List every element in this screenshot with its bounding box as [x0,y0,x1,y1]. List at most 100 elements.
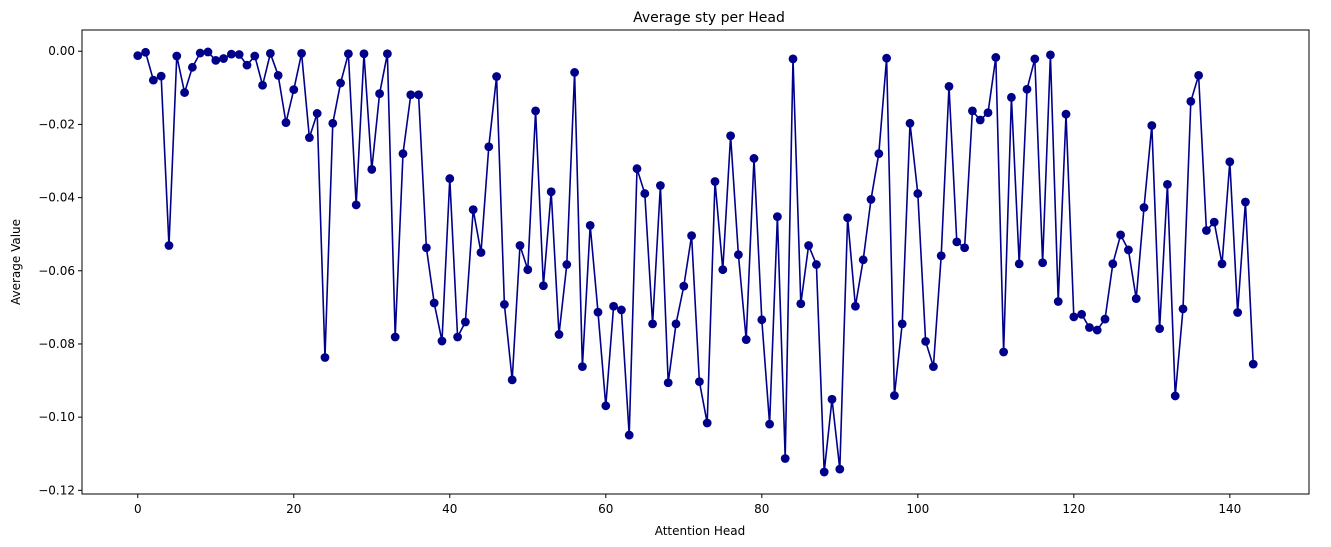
data-point [531,106,540,116]
data-point [1186,96,1196,106]
data-point [382,49,392,59]
data-point [203,47,213,57]
data-point [1241,197,1250,207]
data-point [242,60,252,70]
data-point [359,49,369,59]
data-point [609,301,618,311]
data-point [788,54,798,64]
data-point [624,430,634,440]
data-point [351,200,361,210]
data-point [562,260,572,269]
data-point [1077,309,1087,319]
x-tick-label: 100 [906,502,929,516]
data-point [1163,180,1172,189]
data-point [421,243,431,253]
data-point [1014,259,1024,269]
data-point [406,90,416,100]
data-point [741,335,751,344]
data-point [1147,121,1157,130]
data-point [1202,226,1211,235]
data-point [507,375,517,385]
data-point [476,248,486,257]
data-point [1069,312,1079,322]
data-point [258,80,267,90]
data-point [929,362,938,372]
data-point [1170,391,1180,401]
data-point [765,419,775,429]
data-point [297,49,306,58]
data-point [796,299,806,309]
data-point [226,49,236,59]
data-point [336,78,345,88]
data-point [468,205,478,215]
data-point [437,336,447,346]
data-point [1233,308,1243,317]
data-point [180,88,189,97]
data-point [773,212,782,222]
data-point [453,332,462,342]
data-point [281,118,291,127]
data-point [1092,325,1102,335]
data-point [944,81,954,91]
data-point [289,85,299,95]
data-point [1217,259,1227,269]
data-point [1061,109,1071,119]
data-point [601,401,611,411]
data-point [780,454,790,463]
data-point [1116,230,1126,240]
data-point [890,391,899,400]
data-point [897,319,907,329]
data-point [991,53,1001,62]
y-tick-label: −0.06 [38,264,75,278]
chart-title: Average sty per Head [633,10,785,26]
data-point [1225,157,1235,167]
x-tick-label: 120 [1062,502,1085,516]
data-point [1194,70,1204,80]
y-tick-label: −0.08 [38,337,75,351]
data-point [390,332,400,342]
data-point [546,187,556,197]
data-point [851,301,860,311]
x-axis-label: Attention Head [655,524,746,538]
data-point [632,164,642,174]
data-point [133,51,143,61]
data-point [570,68,579,77]
series-line [137,50,1255,473]
data-point [414,90,423,100]
x-tick-label: 80 [754,502,769,516]
data-point [141,47,150,57]
data-point [250,51,260,61]
data-point [367,165,377,174]
data-point [874,149,884,159]
data-point [1124,245,1133,255]
y-tick-label: −0.04 [38,191,75,205]
data-point [952,237,962,247]
data-point [554,330,564,339]
data-point [616,305,626,315]
data-point [1007,92,1016,102]
data-point [866,195,876,204]
data-point [921,337,931,346]
data-point [304,133,314,142]
data-point [1139,203,1149,212]
data-point [663,378,673,388]
data-point [328,118,338,128]
x-axis: 0 20 40 60 80 100 120 140 [134,494,1241,516]
y-axis-label: Average Value [9,219,23,305]
data-point [445,174,455,183]
data-point [156,71,166,81]
data-point [726,131,736,141]
data-point [1022,84,1032,94]
data-point [648,319,657,329]
data-point [460,317,470,327]
x-tick-label: 20 [286,502,301,516]
data-point [211,55,221,65]
data-point [577,362,587,372]
data-point [429,298,439,308]
data-point [1053,297,1063,306]
y-tick-label: −0.02 [38,117,75,131]
data-point [843,213,853,223]
data-point [515,241,525,250]
data-point [164,241,174,250]
